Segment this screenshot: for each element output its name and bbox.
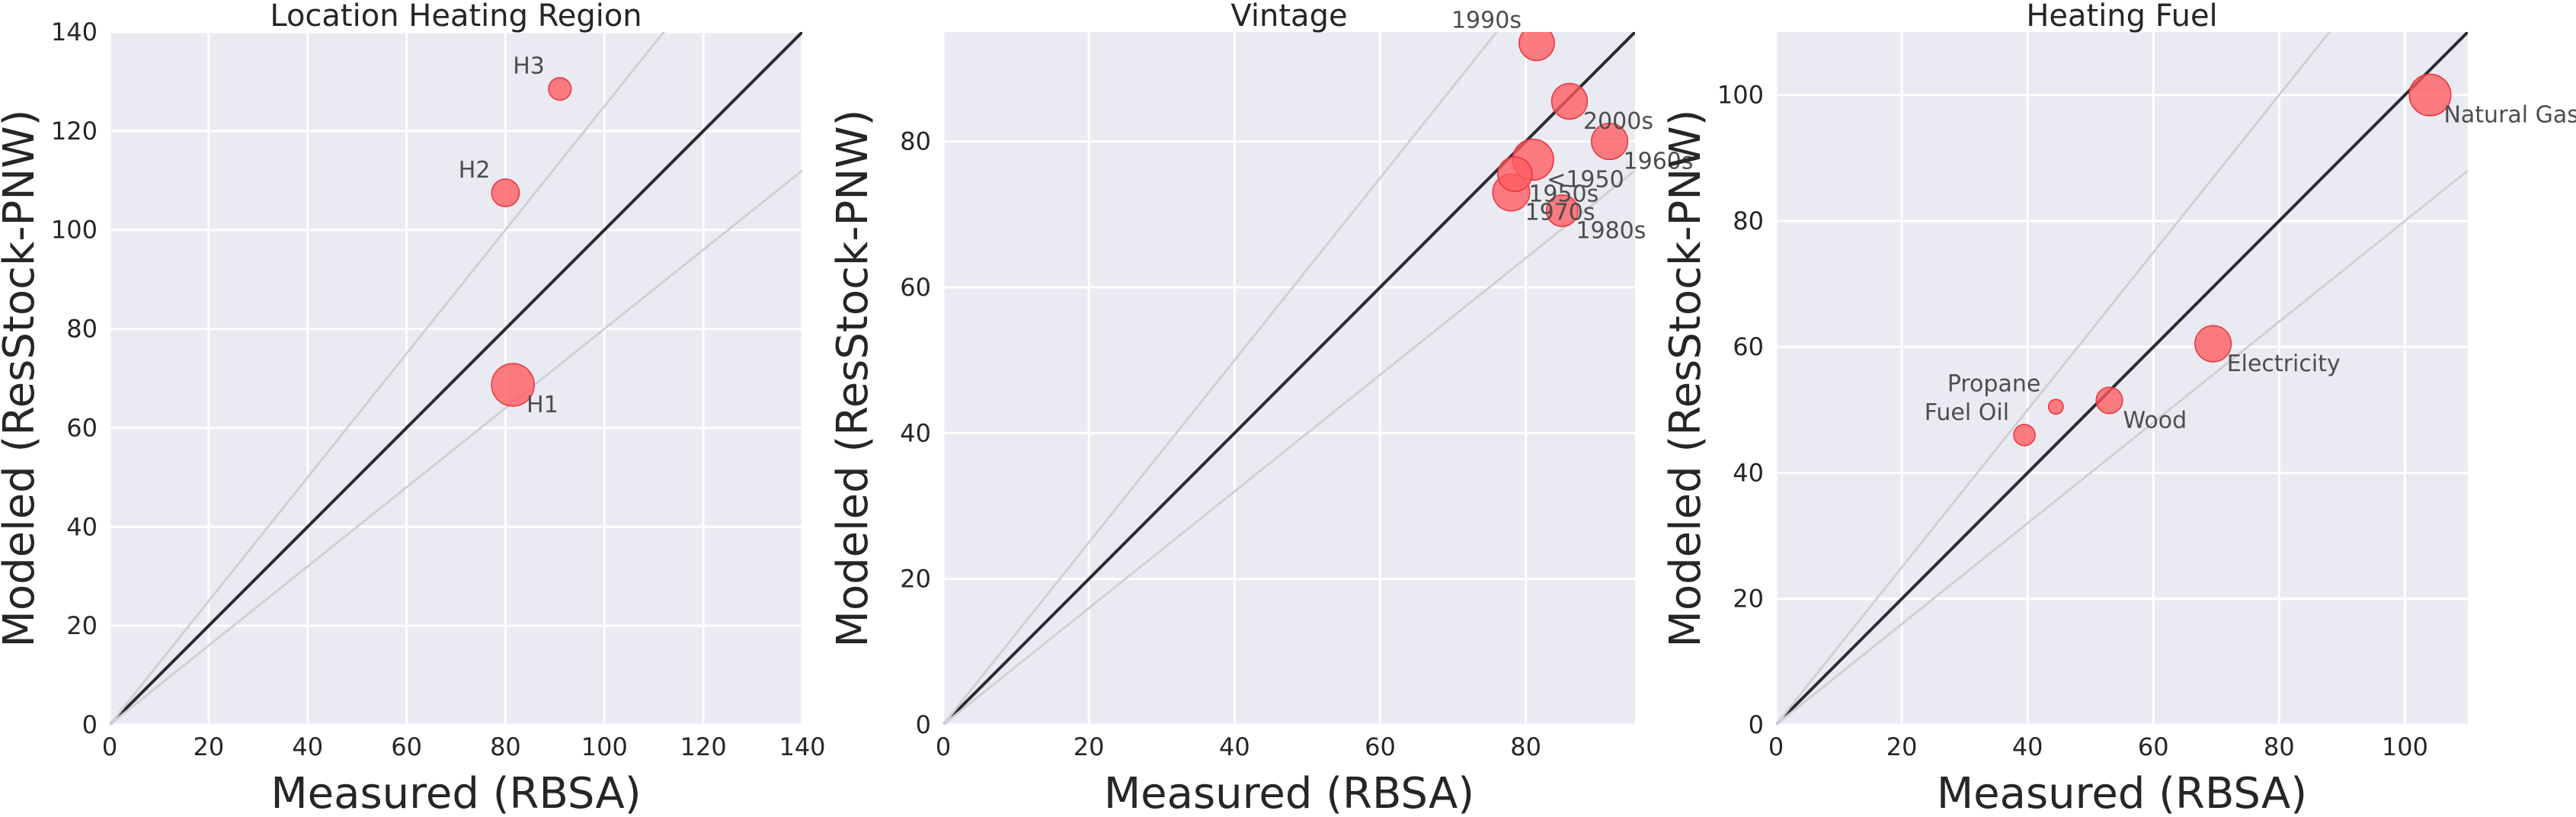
data-point [1496,156,1533,192]
x-tick-label: 100 [581,732,628,761]
data-point [491,363,535,407]
x-tick-label: 60 [1365,732,1396,761]
point-label: Electricity [2227,351,2341,377]
identity-line [110,32,802,725]
y-tick-label: 20 [1733,585,1764,614]
x-tick-label: 100 [2382,732,2428,761]
y-tick-label: 80 [900,127,931,156]
point-label: H2 [459,157,491,184]
bound-line [1776,32,2331,725]
data-point [491,178,520,207]
bound-line [1776,169,2468,725]
data-point [1550,82,1589,120]
data-point [2013,424,2036,447]
x-tick-label: 0 [936,732,951,761]
x-tick-label: 80 [1510,732,1541,761]
identity-line [1776,32,2468,725]
x-tick-label: 60 [2138,732,2169,761]
x-tick-label: 80 [2264,732,2295,761]
data-point [2095,386,2123,415]
x-tick-label: 140 [779,732,825,761]
x-axis-label: Measured (RBSA) [270,769,641,817]
point-label: H1 [526,392,558,418]
point-label: 1980s [1576,217,1646,244]
y-axis-label: Modeled (ResStock-PNW) [828,110,878,648]
bound-line [110,32,666,725]
x-tick-label: 40 [1219,732,1250,761]
markers [491,77,572,407]
bound-line [110,169,802,725]
x-tick-label: 20 [193,732,224,761]
x-tick-label: 80 [490,732,521,761]
data-point [2047,399,2064,415]
y-axis-label: Modeled (ResStock-PNW) [1661,110,1710,648]
bound-line [943,32,1499,725]
y-tick-label: 100 [1717,81,1764,110]
subplot-1: H1 H2 H3 0 20 40 60 80 100 120 140 0 20 40 60 80 100 120 1… [0,0,826,817]
y-tick-label: 0 [82,710,98,739]
data-point [1591,123,1629,161]
x-tick-label: 20 [1074,732,1105,761]
y-tick-label: 80 [66,315,98,344]
data-point [548,77,572,101]
data-point [2194,325,2232,363]
y-tick-label: 40 [900,418,931,447]
point-label: Natural Gas [2443,102,2576,129]
y-tick-label: 0 [1749,710,1764,739]
x-tick-label: 40 [292,732,323,761]
y-tick-label: 20 [900,565,931,594]
y-axis-label: Modeled (ResStock-PNW) [0,110,44,648]
y-tick-label: 100 [51,216,98,245]
data-point [2408,73,2452,117]
point-label: <1950 [1547,166,1624,193]
point-label: 1950s [1528,181,1598,208]
y-tick-label: 40 [1733,458,1764,487]
y-tick-label: 140 [51,18,98,46]
x-tick-label: 20 [1886,732,1918,761]
x-axis-label: Measured (RBSA) [1104,769,1474,817]
y-tick-label: 0 [916,710,931,739]
markers [2013,73,2452,447]
y-tick-label: 80 [1733,207,1764,235]
x-tick-label: 120 [680,732,727,761]
y-tick-label: 60 [66,413,98,442]
point-label: Fuel Oil [1925,399,2009,426]
chart-title: Vintage [1230,0,1347,34]
y-tick-label: 20 [66,611,98,640]
x-tick-label: 0 [1768,732,1784,761]
x-tick-label: 60 [391,732,422,761]
point-label: 1970s [1525,200,1595,226]
point-label: 1990s [1451,7,1522,34]
y-tick-label: 60 [1733,332,1764,361]
chart-title: Heating Fuel [2026,0,2217,34]
point-label: Propane [1947,371,2041,398]
x-tick-label: 40 [2012,732,2043,761]
data-point [1518,32,1555,62]
point-label: H3 [513,53,545,80]
point-label: 2000s [1583,108,1653,135]
point-label: 1960s [1624,149,1694,175]
chart-title: Location Heating Region [270,0,642,34]
x-axis-label: Measured (RBSA) [1937,769,2307,817]
y-tick-label: 60 [900,273,931,302]
point-label: Wood [2123,407,2187,434]
data-point [1545,194,1579,227]
bound-line [943,169,1635,725]
y-tick-label: 40 [66,512,98,541]
reference-lines [110,32,802,725]
markers [1492,32,1629,227]
y-tick-label: 120 [51,117,98,146]
x-tick-label: 0 [102,732,117,761]
reference-lines [1776,32,2468,725]
